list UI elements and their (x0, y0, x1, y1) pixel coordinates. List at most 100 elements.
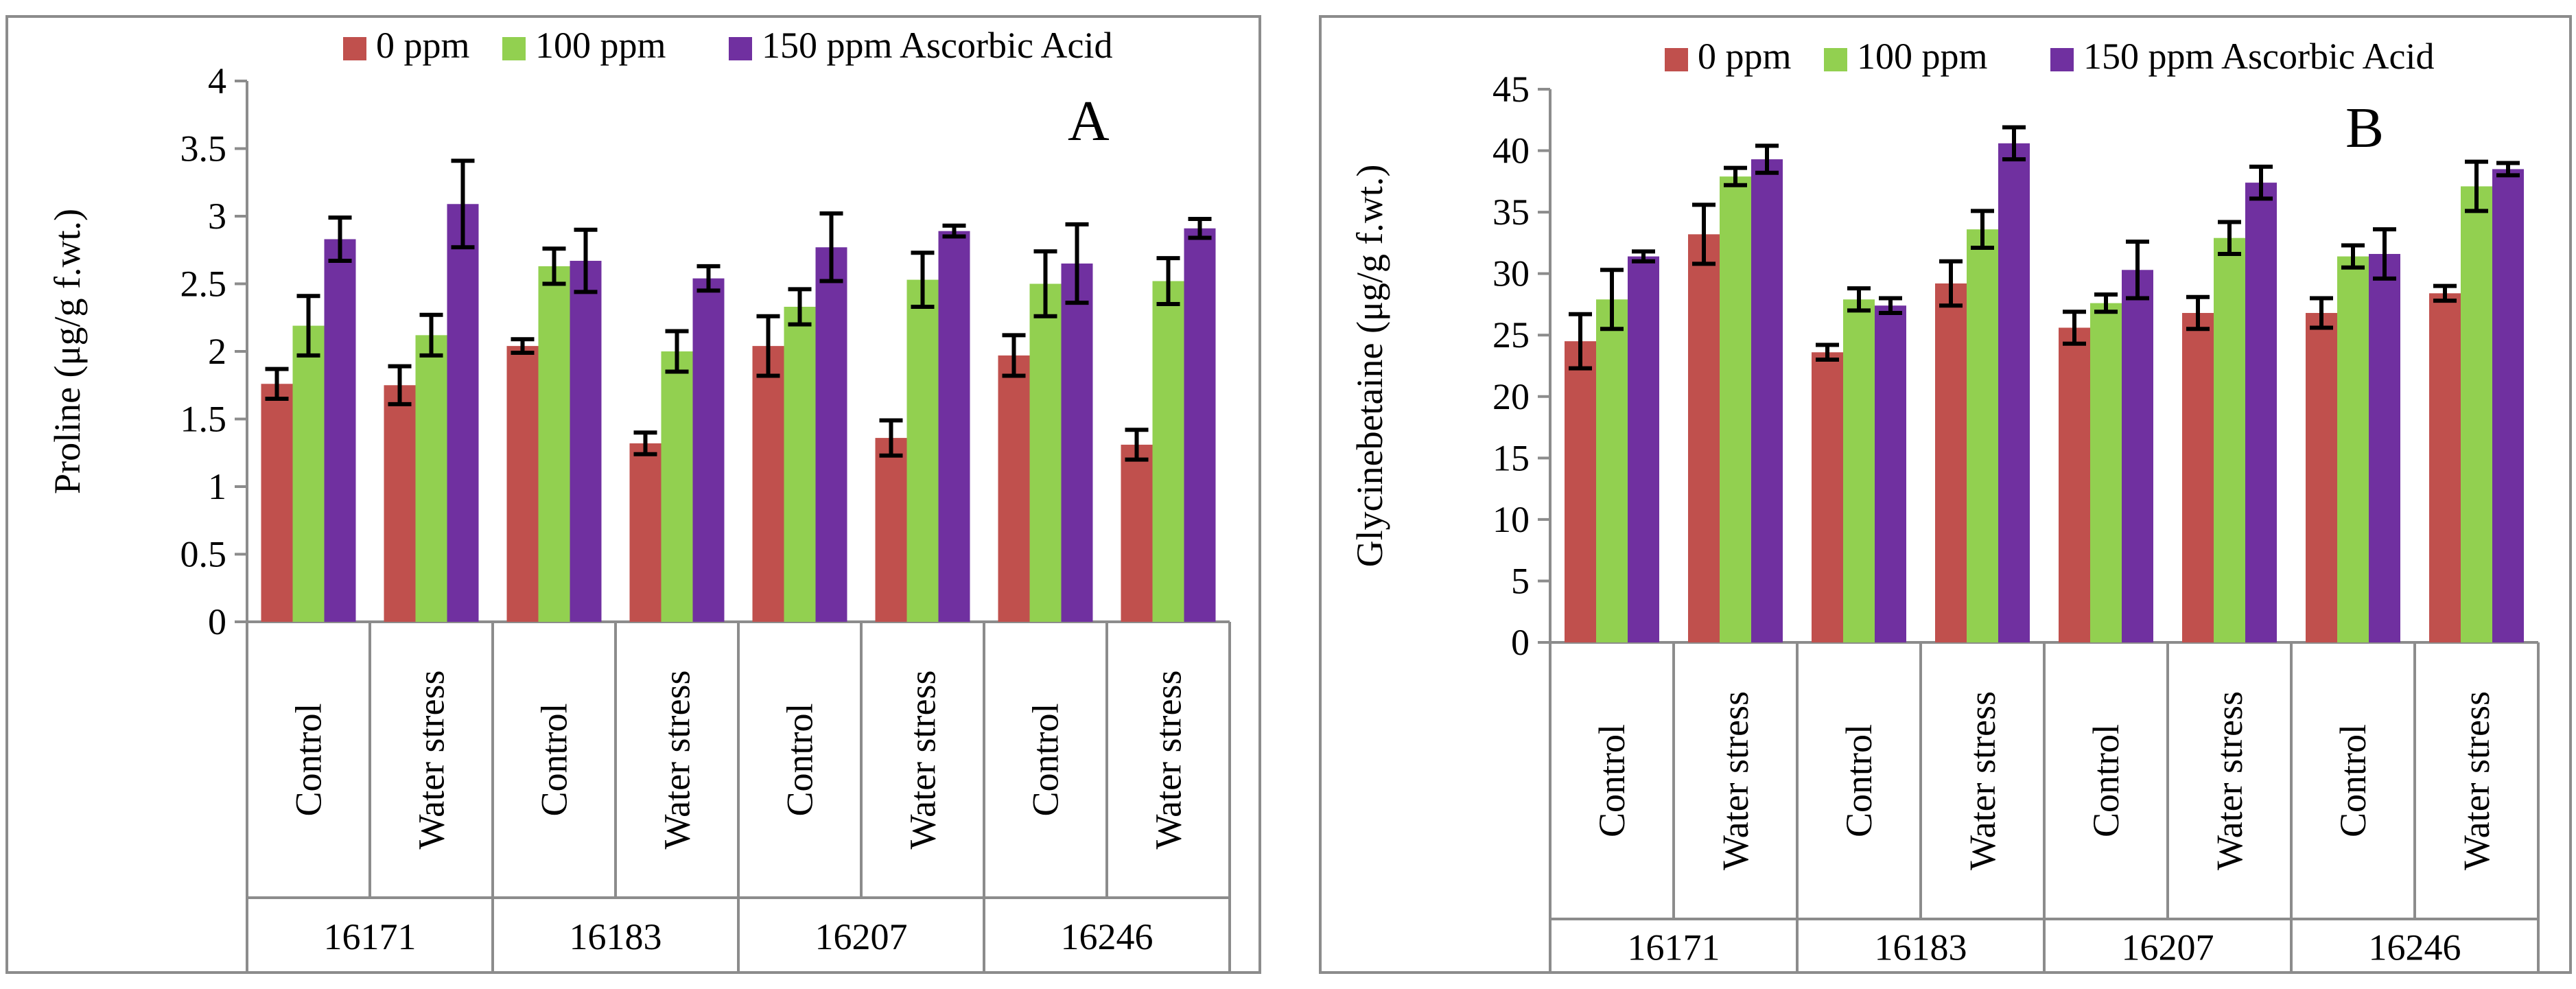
bar-150ppm (692, 278, 725, 622)
x-category-label: Water stress (2209, 691, 2250, 870)
x-category-label: Water stress (2456, 691, 2497, 870)
x-group-label: 16183 (1875, 927, 1967, 968)
x-group-label: 16171 (1628, 927, 1720, 968)
bar-100ppm (1967, 229, 1998, 643)
x-group-label: 16207 (2122, 927, 2214, 968)
bar-0ppm (1688, 234, 1720, 643)
y-axis-title: Glycinebetaine (μg/g f.wt.) (1349, 165, 1390, 568)
bar-100ppm (784, 306, 816, 622)
y-tick-label: 2.5 (180, 264, 227, 305)
x-category-label: Water stress (1715, 691, 1756, 870)
bar-150ppm (1184, 228, 1216, 623)
bar-150ppm (2245, 183, 2277, 642)
bar-100ppm (292, 325, 325, 622)
x-category-label: Water stress (657, 670, 698, 849)
x-category-label: Water stress (411, 670, 452, 849)
panel-letter: A (1068, 89, 1110, 153)
bar-100ppm (1596, 299, 1628, 642)
y-tick-label: 1 (208, 466, 226, 507)
bar-0ppm (2182, 312, 2214, 642)
chart-panel-b: 0 5 10 15 20 25 30 35 40 45 Glycinebetaine (μg/g f… (1319, 15, 2572, 974)
bar-150ppm (1061, 263, 1093, 622)
x-group-label: 16246 (1061, 916, 1154, 957)
y-tick-label: 25 (1492, 314, 1530, 356)
bar-0ppm (2306, 312, 2337, 642)
x-category-label: Control (2085, 724, 2127, 837)
bar-100ppm (2090, 303, 2122, 642)
bar-0ppm (506, 346, 539, 622)
legend-swatch (1824, 48, 1847, 71)
bar-100ppm (2214, 237, 2245, 642)
legend-swatch (2050, 48, 2074, 71)
panel-letter: B (2345, 96, 2384, 160)
x-category-label: Water stress (1962, 691, 2003, 870)
x-group-label: 16207 (815, 916, 908, 957)
bar-150ppm (938, 231, 970, 622)
bar-150ppm (2122, 270, 2153, 642)
y-tick-label: 5 (1511, 560, 1530, 601)
y-tick-label: 3 (208, 196, 226, 237)
proline-chart: 0 0.5 1 1.5 2 2.5 3 3.5 4 Proline (μg/g f.wt.) Con… (47, 25, 1231, 971)
bar-0ppm (384, 385, 416, 622)
y-tick-label: 15 (1492, 437, 1530, 478)
bar-100ppm (1720, 176, 1751, 642)
y-tick-label: 40 (1492, 130, 1530, 172)
bar-150ppm (570, 261, 602, 622)
bar-0ppm (2059, 327, 2090, 642)
bar-100ppm (2337, 256, 2369, 642)
x-group-label: 16246 (2369, 927, 2461, 968)
bar-0ppm (1121, 444, 1153, 622)
y-tick-label: 45 (1492, 69, 1530, 110)
y-tick-label: 30 (1492, 253, 1530, 294)
y-tick-label: 3.5 (180, 128, 227, 170)
glycinebetaine-chart: 0 5 10 15 20 25 30 35 40 45 Glycinebetaine (μg/g f… (1349, 36, 2540, 971)
y-tick-label: 0.5 (180, 534, 227, 575)
x-group-label: 16171 (324, 916, 417, 957)
y-tick-label: 2 (208, 331, 226, 372)
y-tick-label: 4 (208, 60, 226, 102)
chart-panel-a: 0 0.5 1 1.5 2 2.5 3 3.5 4 Proline (μg/g f.wt.) Con… (5, 15, 1261, 974)
bar-100ppm (415, 335, 447, 622)
bar-150ppm (324, 239, 356, 622)
x-category-label: Water stress (902, 670, 944, 849)
y-tick-label: 0 (1511, 622, 1530, 663)
x-category-label: Control (2332, 724, 2374, 837)
bar-150ppm (1998, 143, 2030, 642)
bar-0ppm (1565, 341, 1596, 642)
bar-100ppm (661, 351, 693, 622)
legend-label: 100 ppm (1857, 36, 1988, 77)
bar-150ppm (1875, 305, 1906, 642)
bar-100ppm (1029, 283, 1062, 622)
bar-150ppm (815, 247, 847, 622)
legend-swatch (343, 37, 366, 60)
legend-swatch (729, 37, 752, 60)
bar-0ppm (629, 443, 661, 622)
x-category-label: Water stress (1148, 670, 1189, 849)
x-category-label: Control (534, 703, 575, 816)
y-tick-label: 10 (1492, 499, 1530, 540)
bar-0ppm (261, 384, 293, 622)
bar-100ppm (906, 279, 939, 622)
bar-100ppm (2461, 186, 2492, 642)
bar-0ppm (998, 355, 1030, 622)
bar-0ppm (875, 438, 907, 622)
y-axis-title: Proline (μg/g f.wt.) (47, 209, 88, 494)
legend-label: 150 ppm Ascorbic Acid (2083, 36, 2434, 77)
y-tick-label: 1.5 (180, 399, 227, 440)
x-category-label: Control (1025, 703, 1066, 816)
bar-100ppm (538, 266, 570, 622)
bar-0ppm (752, 346, 784, 622)
y-tick-label: 35 (1492, 191, 1530, 233)
bar-100ppm (1152, 281, 1184, 622)
legend-label: 150 ppm Ascorbic Acid (762, 25, 1112, 66)
bar-100ppm (1843, 299, 1875, 642)
bar-0ppm (2429, 293, 2461, 642)
bar-150ppm (1628, 256, 1659, 642)
legend-label: 0 ppm (376, 25, 470, 66)
bar-150ppm (447, 204, 479, 622)
x-group-label: 16183 (570, 916, 662, 957)
x-category-label: Control (1591, 724, 1632, 837)
x-category-label: Control (780, 703, 821, 816)
legend-swatch (502, 37, 526, 60)
bar-0ppm (1812, 352, 1843, 642)
